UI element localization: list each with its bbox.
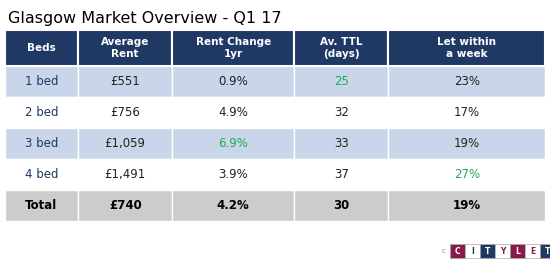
Text: Av. TTL
(days): Av. TTL (days) [320,37,362,59]
Text: Rent Change
1yr: Rent Change 1yr [196,37,271,59]
Text: 3 bed: 3 bed [25,137,58,150]
Bar [388,159,545,190]
Bar [540,244,550,258]
Text: 37: 37 [334,168,349,181]
Text: 17%: 17% [454,106,480,119]
Bar [5,190,78,221]
Text: 1 bed: 1 bed [25,75,58,88]
Text: Average
Rent: Average Rent [101,37,150,59]
Text: L: L [515,246,520,256]
Text: C: C [455,246,460,256]
Bar [525,244,540,258]
Text: Glasgow Market Overview - Q1 17: Glasgow Market Overview - Q1 17 [8,10,282,26]
Bar [294,159,388,190]
Text: 19%: 19% [454,137,480,150]
Text: 0.9%: 0.9% [218,75,248,88]
Text: E: E [530,246,535,256]
Bar [78,128,172,159]
Bar [5,30,78,66]
Text: T: T [545,246,550,256]
Bar [388,30,545,66]
Text: T: T [485,246,490,256]
Bar [510,244,525,258]
Bar [294,66,388,97]
Bar [172,128,294,159]
Bar [5,66,78,97]
Bar [450,244,465,258]
Text: £756: £756 [110,106,140,119]
Text: 33: 33 [334,137,349,150]
Bar [78,159,172,190]
Text: Beds: Beds [27,43,56,53]
Text: I: I [471,246,474,256]
Text: Total: Total [25,199,58,212]
Text: 27%: 27% [454,168,480,181]
Bar [78,66,172,97]
Text: 25: 25 [334,75,349,88]
Bar [172,97,294,128]
Bar [388,190,545,221]
Bar [294,97,388,128]
Text: £1,059: £1,059 [104,137,146,150]
Text: 4.9%: 4.9% [218,106,248,119]
Text: 30: 30 [333,199,349,212]
Bar [78,30,172,66]
Bar [465,244,480,258]
Text: Let within
a week: Let within a week [437,37,496,59]
Bar [5,159,78,190]
Bar [388,97,545,128]
Text: Y: Y [500,246,505,256]
Bar [480,244,495,258]
Bar [172,66,294,97]
Bar [5,97,78,128]
Text: £740: £740 [109,199,141,212]
Bar [294,30,388,66]
Bar [388,128,545,159]
Text: 23%: 23% [454,75,480,88]
Bar [294,190,388,221]
Bar [172,30,294,66]
Text: 4 bed: 4 bed [25,168,58,181]
Text: c: c [441,248,445,254]
Text: £1,491: £1,491 [104,168,146,181]
Bar [78,97,172,128]
Text: 2 bed: 2 bed [25,106,58,119]
Text: 3.9%: 3.9% [218,168,248,181]
Bar [5,128,78,159]
Text: £551: £551 [110,75,140,88]
Text: 4.2%: 4.2% [217,199,250,212]
Bar [172,159,294,190]
Bar [495,244,510,258]
Text: 19%: 19% [453,199,481,212]
Text: 32: 32 [334,106,349,119]
Bar [78,190,172,221]
Bar [388,66,545,97]
Bar [294,128,388,159]
Text: 6.9%: 6.9% [218,137,248,150]
Bar [172,190,294,221]
